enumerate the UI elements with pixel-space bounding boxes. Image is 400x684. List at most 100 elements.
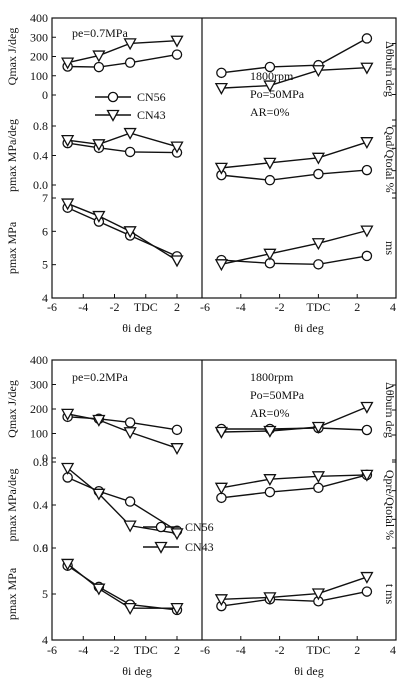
y-tick-label: 0 [42,88,48,102]
series-line-CN43 [221,406,368,433]
data-point-CN43 [214,482,228,495]
data-point-CN43 [170,603,184,616]
condition-label: Po=50MPa [250,388,305,402]
condition-label: pe=0.2MPa [72,370,128,384]
left-subplot-1: 0.8 0.4 0.0 pmax MPa/deg [5,119,184,192]
panel-frame [51,359,397,641]
y-axis-label: pmax MPa [5,221,19,274]
data-point-CN43 [61,462,75,475]
data-point-CN43 [311,152,325,165]
series-line-CN43 [67,40,178,64]
y-axis-label: Qpre/Qtotal % [383,470,397,540]
x-tick-label: -2 [275,643,285,657]
data-point-CN56 [361,424,373,436]
x-tick-label: TDC [306,300,330,314]
x-tick-label: TDC [134,300,158,314]
data-point-CN43 [311,588,325,601]
panel-top: -6 -4 -2 TDC 2 -6 -4 -2 TDC 2 4 θi deg θi deg 400 300 2… [5,11,397,335]
data-point-CN43 [214,82,228,95]
x-tick-label: 2 [354,643,360,657]
data-point-CN43 [123,38,137,51]
right-subplot-1: 0806040Qpre/Qtotal % [214,461,397,549]
data-point-CN56 [313,482,324,494]
y-tick-label: 100 [30,427,48,441]
data-point-CN43 [170,35,184,48]
data-point-CN43 [311,238,325,251]
y-tick-label: 5 [42,587,48,601]
data-point-CN43 [263,80,277,93]
data-point-CN43 [123,603,137,616]
series-line-CN56 [221,169,367,181]
legend-label: CN56 [185,520,214,534]
data-point-CN43 [170,255,184,268]
y-tick-label: 0.4 [33,498,48,512]
y-tick-label: 0.8 [33,119,48,133]
condition-label: 1800rpm [250,69,294,83]
y-axis-label: Qad/Qtotal % [383,126,397,192]
data-point-CN43 [92,139,106,152]
y-axis-label: pmax MPa/deg [5,469,19,542]
x-tick-label: -2 [275,300,285,314]
y-axis-label: t ms [383,584,397,605]
series-line-CN56 [67,207,178,257]
data-point-CN43 [311,421,325,434]
legend-marker [106,109,120,122]
data-point-CN43 [263,474,277,487]
y-tick-label: 200 [30,402,48,416]
data-point-CN43 [123,427,137,440]
x-tick-label: 4 [390,300,396,314]
data-point-CN56 [264,61,276,73]
data-point-CN56 [216,67,227,79]
series-line-CN56 [67,416,178,431]
y-tick-label: 400 [30,11,48,25]
right-subplot-2: 1.00.5t ms [214,547,397,641]
y-tick-label: 4 [42,291,48,305]
x-tick-label: 2 [174,643,180,657]
y-axis-label: Qmax J/deg [5,28,19,86]
data-point-CN43 [360,401,374,414]
series-line-CN43 [67,467,178,535]
data-point-CN43 [214,426,228,439]
y-tick-label: 0.8 [33,455,48,469]
legend-label: CN43 [137,108,166,122]
data-point-CN56 [361,586,373,597]
data-point-CN43 [92,414,106,427]
y-tick-label: 400 [30,353,48,367]
right-subplot-2: 1.00.5ms [214,197,397,299]
panel-bottom: -6 -4 -2 TDC 2 -6 -4 -2 TDC 2 4 θi deg θi deg 400 300 2… [5,353,397,678]
x-tick-label: 2 [354,300,360,314]
data-point-CN43 [123,226,137,239]
data-point-CN43 [92,50,106,63]
x-tick-label: -6 [200,300,210,314]
condition-label: AR=0% [250,406,289,420]
series-line-CN43 [221,576,368,601]
data-point-CN43 [92,583,106,596]
condition-label: pe=0.7MPa [72,26,128,40]
condition-label: AR=0% [250,105,289,119]
y-axis-label: Qmax J/deg [5,380,19,438]
x-axis-label: θi deg [294,321,323,335]
series-line-CN43 [67,202,178,262]
legend-marker [155,521,167,533]
x-tick-label: -6 [47,643,57,657]
x-axis-label: θi deg [294,664,323,678]
data-point-CN56 [93,61,105,73]
series-line-CN43 [221,229,368,265]
data-point-CN56 [264,174,276,186]
series-line-CN56 [221,590,368,607]
data-point-CN43 [170,443,184,456]
data-point-CN43 [311,471,325,484]
data-point-CN43 [61,198,75,211]
y-tick-label: 300 [30,378,48,392]
series-line-CN43 [67,563,177,609]
x-tick-label: -4 [78,300,88,314]
series-line-CN56 [67,53,178,68]
data-point-CN43 [263,425,277,438]
x-tick-label: TDC [306,643,330,657]
series-line-CN43 [67,132,178,148]
x-axis-label: θi deg [122,664,151,678]
data-point-CN43 [214,259,228,272]
data-point-CN56 [124,146,136,158]
legend-marker [154,541,168,554]
series-line-CN43 [221,67,367,89]
